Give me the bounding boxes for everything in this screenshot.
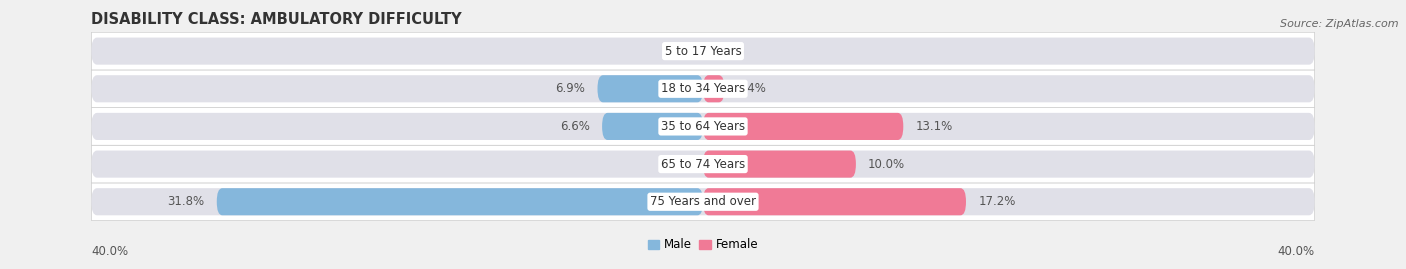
Text: 6.6%: 6.6% <box>560 120 591 133</box>
FancyBboxPatch shape <box>91 70 1315 108</box>
Text: 0.0%: 0.0% <box>661 158 690 171</box>
FancyBboxPatch shape <box>91 188 1315 215</box>
FancyBboxPatch shape <box>91 38 1315 65</box>
Text: 6.9%: 6.9% <box>555 82 585 95</box>
Text: 0.0%: 0.0% <box>716 45 745 58</box>
Text: 31.8%: 31.8% <box>167 195 204 208</box>
FancyBboxPatch shape <box>91 108 1315 145</box>
Text: 40.0%: 40.0% <box>1278 245 1315 258</box>
Text: 1.4%: 1.4% <box>737 82 766 95</box>
Text: 18 to 34 Years: 18 to 34 Years <box>661 82 745 95</box>
FancyBboxPatch shape <box>217 188 703 215</box>
FancyBboxPatch shape <box>703 113 903 140</box>
Text: 17.2%: 17.2% <box>979 195 1015 208</box>
FancyBboxPatch shape <box>91 32 1315 70</box>
Legend: Male, Female: Male, Female <box>643 234 763 256</box>
FancyBboxPatch shape <box>703 188 966 215</box>
Text: 13.1%: 13.1% <box>915 120 953 133</box>
FancyBboxPatch shape <box>598 75 703 102</box>
FancyBboxPatch shape <box>91 113 1315 140</box>
FancyBboxPatch shape <box>91 151 1315 178</box>
FancyBboxPatch shape <box>602 113 703 140</box>
Text: 5 to 17 Years: 5 to 17 Years <box>665 45 741 58</box>
Text: 65 to 74 Years: 65 to 74 Years <box>661 158 745 171</box>
Text: Source: ZipAtlas.com: Source: ZipAtlas.com <box>1281 19 1399 29</box>
FancyBboxPatch shape <box>703 75 724 102</box>
Text: 0.0%: 0.0% <box>661 45 690 58</box>
Text: 10.0%: 10.0% <box>868 158 905 171</box>
Text: 75 Years and over: 75 Years and over <box>650 195 756 208</box>
FancyBboxPatch shape <box>703 151 856 178</box>
FancyBboxPatch shape <box>91 145 1315 183</box>
FancyBboxPatch shape <box>91 75 1315 102</box>
Text: 40.0%: 40.0% <box>91 245 128 258</box>
FancyBboxPatch shape <box>91 183 1315 221</box>
Text: 35 to 64 Years: 35 to 64 Years <box>661 120 745 133</box>
Text: DISABILITY CLASS: AMBULATORY DIFFICULTY: DISABILITY CLASS: AMBULATORY DIFFICULTY <box>91 12 463 27</box>
